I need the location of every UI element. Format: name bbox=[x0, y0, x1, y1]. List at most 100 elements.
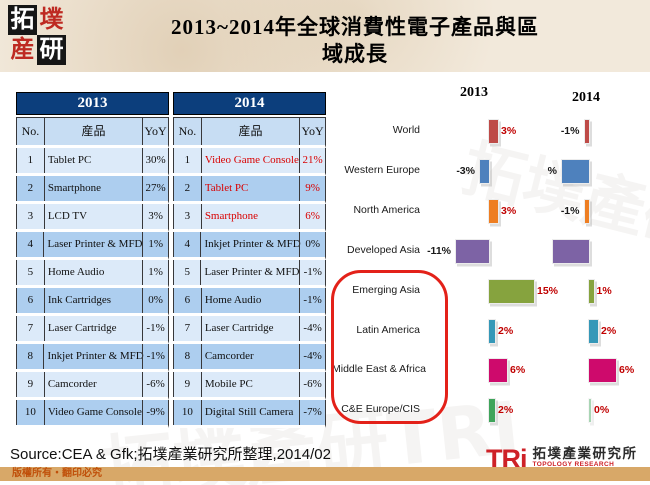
table-cell: 0% bbox=[299, 232, 325, 257]
table-cell: 9 bbox=[173, 372, 201, 397]
chart-bar bbox=[583, 198, 590, 224]
table-cell: 6% bbox=[299, 204, 325, 229]
tri-name-cn: 拓墣產業研究所 bbox=[532, 446, 638, 461]
table-cell: Smartphone bbox=[43, 176, 142, 201]
bar-value-label: 0% bbox=[594, 404, 610, 417]
chart-bar bbox=[455, 238, 490, 264]
table-cell: 21% bbox=[299, 148, 325, 173]
table-year-header: 2013 bbox=[16, 92, 169, 115]
table-cell: Laser Cartridge bbox=[43, 316, 142, 341]
table-cell: 3 bbox=[173, 204, 201, 229]
highlight-ellipse bbox=[331, 270, 448, 424]
table-row: 3 Smartphone 6% bbox=[173, 204, 326, 232]
table-row: 7 Laser Cartridge -1% bbox=[16, 316, 169, 344]
table-cell: 4 bbox=[16, 232, 43, 257]
bar-value-label: 2% bbox=[498, 404, 514, 417]
table-2014: 2014 No. 産品 YoY 1 Video Game Console 21% 2 T… bbox=[173, 92, 326, 428]
table-row: 6 Home Audio -1% bbox=[173, 288, 326, 316]
bar-value-label: -11% bbox=[427, 244, 451, 257]
table-row: 10 Digital Still Camera -7% bbox=[173, 400, 326, 428]
table-cell: 7 bbox=[173, 316, 201, 341]
table-cell: 9% bbox=[299, 176, 325, 201]
col-header-yoy: YoY bbox=[142, 118, 168, 145]
table-cell: 1% bbox=[142, 232, 168, 257]
chart-bar bbox=[588, 358, 617, 384]
bar-value-label: 2% bbox=[601, 324, 617, 337]
table-cell: -4% bbox=[299, 316, 325, 341]
table-cell: -1% bbox=[142, 316, 168, 341]
table-cell: -7% bbox=[299, 400, 325, 425]
table-cell: Home Audio bbox=[200, 288, 299, 313]
chart-bar bbox=[488, 358, 508, 384]
chart-bar bbox=[488, 198, 499, 224]
company-seal-logo: 拓 墣 産 研 bbox=[8, 5, 66, 65]
table-row: 2 Tablet PC 9% bbox=[173, 176, 326, 204]
chart-bar bbox=[488, 278, 535, 304]
chart-bar bbox=[583, 119, 590, 144]
table-row: 8 Camcorder -4% bbox=[173, 344, 326, 372]
page-title: 2013~2014年全球消費性電子產品與區 域成長 bbox=[95, 14, 615, 68]
table-cell: 5 bbox=[173, 260, 200, 285]
table-cell: -6% bbox=[142, 372, 168, 397]
table-cell: 1 bbox=[173, 148, 201, 173]
table-cell: 3% bbox=[142, 204, 168, 229]
table-cell: 0% bbox=[142, 288, 168, 313]
chart-column-header-2013: 2013 bbox=[460, 85, 488, 100]
table-cell: 7 bbox=[16, 316, 44, 341]
table-cell: -1% bbox=[142, 344, 168, 369]
title-line-1: 2013~2014年全球消費性電子產品與區 bbox=[171, 15, 539, 39]
table-cell: -9% bbox=[142, 400, 168, 425]
bar-value-label: % bbox=[547, 164, 557, 177]
table-cell: 6 bbox=[16, 288, 44, 313]
table-cell: -1% bbox=[299, 260, 325, 285]
col-header-product: 産品 bbox=[200, 118, 299, 145]
table-cell: Digital Still Camera bbox=[200, 400, 299, 425]
table-row: 4 Inkjet Printer & MFD 0% bbox=[173, 232, 326, 260]
region-label: North America bbox=[353, 203, 420, 216]
table-cell: Ink Cartridges bbox=[43, 288, 142, 313]
table-cell: Smartphone bbox=[200, 204, 299, 229]
table-cell: 5 bbox=[16, 260, 44, 285]
table-row: 8 Inkjet Printer & MFD -1% bbox=[16, 344, 169, 372]
table-cell: Camcorder bbox=[43, 372, 142, 397]
col-header-no: No. bbox=[16, 118, 44, 145]
table-cell: 4 bbox=[173, 232, 200, 257]
table-cell: Tablet PC bbox=[43, 148, 142, 173]
table-row: 1 Tablet PC 30% bbox=[16, 148, 169, 176]
table-cell: 9 bbox=[16, 372, 44, 397]
bar-value-label: 2% bbox=[498, 324, 514, 337]
table-row: 10 Video Game Console -9% bbox=[16, 400, 169, 428]
chart-bar bbox=[488, 318, 496, 344]
table-cell: 1 bbox=[16, 148, 44, 173]
region-label: Latin America bbox=[356, 323, 420, 336]
bar-value-label: 6% bbox=[510, 364, 526, 377]
table-row: 6 Ink Cartridges 0% bbox=[16, 288, 169, 316]
chart-bar bbox=[479, 158, 490, 184]
col-header-no: No. bbox=[173, 118, 201, 145]
table-cell: 10 bbox=[173, 400, 201, 425]
table-row: 7 Laser Cartridge -4% bbox=[173, 316, 326, 344]
table-cell: Video Game Console bbox=[200, 148, 299, 173]
table-row: 4 Laser Printer & MFD 1% bbox=[16, 232, 169, 260]
bar-value-label: 1% bbox=[596, 284, 612, 297]
table-cell: Inkjet Printer & MFD bbox=[43, 344, 144, 369]
table-cell: 1% bbox=[142, 260, 168, 285]
table-cell: Tablet PC bbox=[200, 176, 299, 201]
bar-value-label: -1% bbox=[560, 204, 580, 217]
col-header-yoy: YoY bbox=[299, 118, 325, 145]
bar-value-label: 3% bbox=[501, 125, 517, 137]
table-cell: -6% bbox=[299, 372, 325, 397]
region-label: Western Europe bbox=[344, 163, 420, 176]
table-cell: LCD TV bbox=[43, 204, 142, 229]
table-cell: Laser Printer & MFD bbox=[200, 260, 300, 285]
table-cell: 2 bbox=[173, 176, 201, 201]
table-cell: 27% bbox=[142, 176, 168, 201]
table-subheader: No. 産品 YoY bbox=[173, 117, 326, 148]
region-label: World bbox=[392, 124, 420, 136]
table-cell: Video Game Console bbox=[43, 400, 142, 425]
table-row: 5 Laser Printer & MFD -1% bbox=[173, 260, 326, 288]
table-cell: 10 bbox=[16, 400, 44, 425]
table-row: 3 LCD TV 3% bbox=[16, 204, 169, 232]
chart-bar bbox=[588, 278, 595, 304]
